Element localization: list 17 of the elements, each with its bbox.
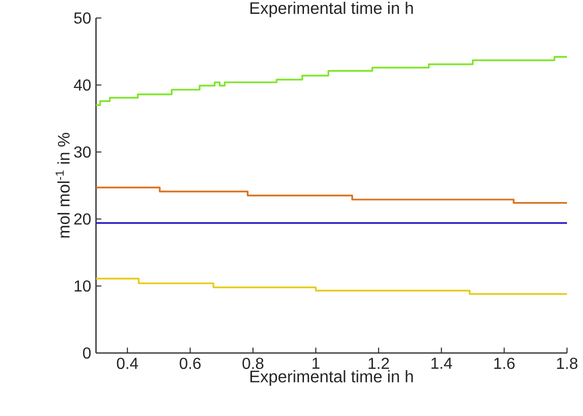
x-tick-label: 0.6 bbox=[180, 358, 201, 370]
x-tick-label: 1.6 bbox=[494, 358, 515, 370]
chart-title: Experimental time in h bbox=[250, 2, 413, 18]
x-axis-title: Experimental time in h bbox=[250, 370, 413, 386]
y-tick-label: 50 bbox=[74, 12, 91, 24]
y-tick-label: 30 bbox=[74, 146, 91, 158]
x-tick-label: 0.8 bbox=[242, 358, 264, 370]
y-tick-label: 20 bbox=[74, 213, 91, 225]
x-tick-label: 1 bbox=[312, 358, 320, 369]
x-tick-label: 1.8 bbox=[557, 358, 578, 370]
y-tick-label: 0 bbox=[83, 347, 91, 359]
x-tick-label: 1.4 bbox=[431, 358, 452, 369]
y-tick-label: 10 bbox=[74, 280, 91, 292]
x-tick-label: 0.4 bbox=[116, 358, 138, 370]
x-tick-label: 1.2 bbox=[368, 358, 389, 369]
y-axis-title: mol mol$^{-1}$ in % bbox=[56, 132, 70, 238]
y-tick-label: 40 bbox=[74, 79, 91, 91]
